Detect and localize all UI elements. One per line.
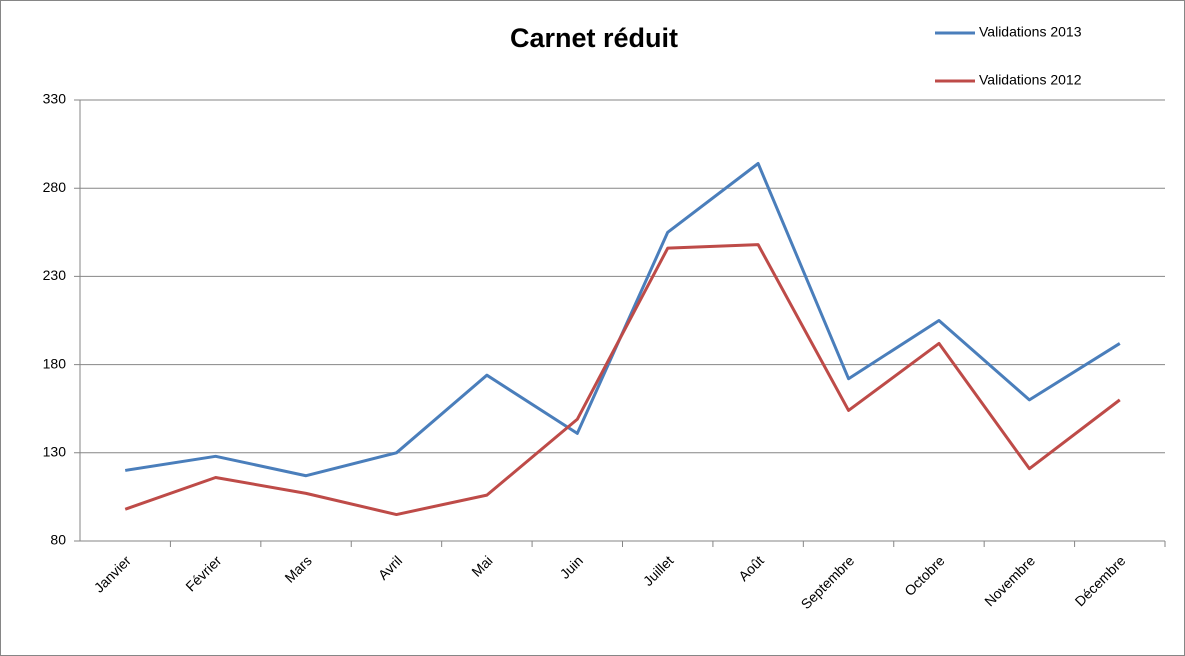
y-tick-label: 80 <box>50 532 66 548</box>
y-tick-label: 280 <box>43 179 67 195</box>
y-tick-label: 130 <box>43 444 67 460</box>
legend-label: Validations 2012 <box>979 72 1082 88</box>
y-tick-label: 230 <box>43 267 67 283</box>
y-tick-label: 330 <box>43 91 67 107</box>
legend-label: Validations 2013 <box>979 24 1082 40</box>
chart-title: Carnet réduit <box>510 23 678 53</box>
line-series <box>124 243 1121 517</box>
y-tick-label: 180 <box>43 355 67 371</box>
